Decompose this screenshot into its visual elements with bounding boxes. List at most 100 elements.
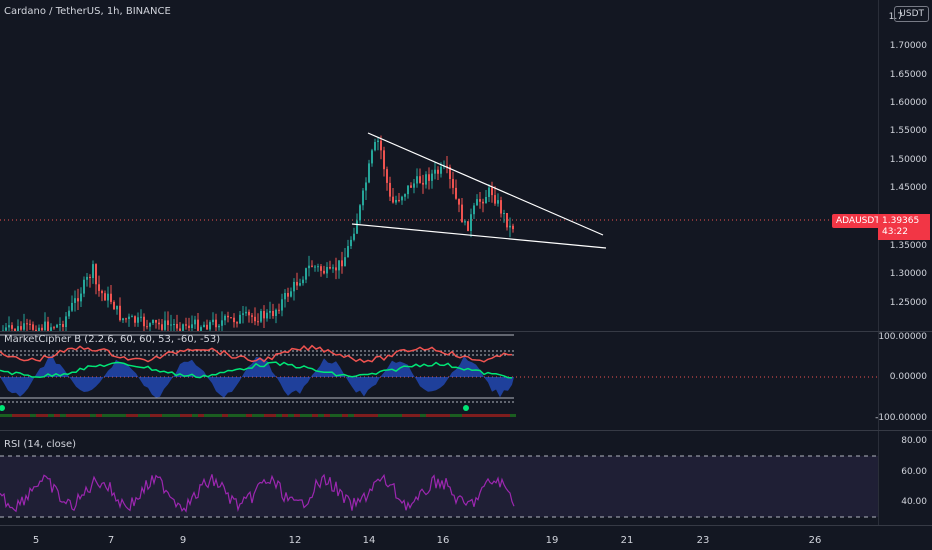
trend-bar-segment <box>84 414 90 417</box>
candle-body <box>341 260 343 267</box>
candle-body <box>38 327 40 331</box>
candle-body <box>149 323 151 327</box>
time-label: 23 <box>696 535 710 546</box>
candle-body <box>413 183 415 188</box>
candle-body <box>77 298 79 302</box>
trend-bar-segment <box>330 414 336 417</box>
trend-bar-segment <box>378 414 384 417</box>
candle-body <box>173 323 175 325</box>
market-cipher-indicator[interactable] <box>0 332 878 430</box>
candle-body <box>287 292 289 297</box>
price-tick: 1.70000 <box>889 41 927 51</box>
last-price-value: 1.39365 <box>882 216 920 226</box>
currency-button[interactable]: USDT <box>894 6 929 22</box>
rsi-band <box>0 456 878 517</box>
candle-body <box>209 322 211 330</box>
price-chart-pane[interactable]: Cardano / TetherUS, 1h, BINANCE <box>0 0 878 331</box>
price-tick: 1.50000 <box>889 155 927 165</box>
candle-body <box>152 319 154 324</box>
candle-body <box>236 322 238 324</box>
chart-title: Cardano / TetherUS, 1h, BINANCE <box>4 6 171 17</box>
candle-body <box>365 182 367 191</box>
time-label: 12 <box>288 535 302 546</box>
trend-bar-segment <box>66 414 72 417</box>
candle-body <box>5 327 7 331</box>
upper-trendline <box>367 132 604 236</box>
time-axis[interactable]: 5 7 9 12 14 16 19 21 23 26 <box>0 526 932 550</box>
time-label: 16 <box>436 535 450 546</box>
candle-body <box>494 195 496 204</box>
trend-bar-segment <box>234 414 240 417</box>
candle-body <box>368 163 370 183</box>
candle-body <box>26 323 28 325</box>
candle-body <box>500 200 502 214</box>
time-label: 21 <box>620 535 634 546</box>
time-label: 5 <box>32 535 40 546</box>
candle-body <box>491 187 493 196</box>
price-axis[interactable]: USDT 1.7 1.70000 1.65000 1.60000 1.55000… <box>878 0 932 331</box>
candle-body <box>125 318 127 320</box>
candle-body <box>83 279 85 294</box>
rsi-indicator[interactable] <box>0 431 878 525</box>
trend-bar-segment <box>228 414 234 417</box>
trend-bar-segment <box>240 414 246 417</box>
pane-separator[interactable] <box>0 430 932 431</box>
candle-body <box>221 320 223 326</box>
candle-body <box>95 264 97 285</box>
trend-bar-segment <box>174 414 180 417</box>
pane-separator[interactable] <box>0 331 932 332</box>
candle-body <box>425 174 427 185</box>
candle-body <box>68 310 70 317</box>
market-cipher-axis[interactable]: 100.00000 0.00000 -100.00000 <box>875 332 932 430</box>
trend-bar-segment <box>126 414 132 417</box>
candle-body <box>80 293 82 302</box>
trend-bar-segment <box>372 414 378 417</box>
candle-body <box>446 165 448 168</box>
trend-bar-segment <box>270 414 276 417</box>
candle-body <box>200 327 202 331</box>
rsi-title[interactable]: RSI (14, close) <box>4 439 77 450</box>
market-cipher-title[interactable]: MarketCipher B (2.2.6, 60, 60, 53, -60, … <box>4 334 221 345</box>
candle-body <box>290 291 292 297</box>
trend-bar-segment <box>156 414 162 417</box>
candle-body <box>278 309 280 311</box>
rsi-tick: 80.00 <box>901 436 927 446</box>
trend-bar-segment <box>312 414 318 417</box>
candlestick-chart[interactable] <box>0 0 878 331</box>
candle-body <box>485 196 487 204</box>
candle-body <box>284 292 286 300</box>
market-cipher-pane[interactable]: MarketCipher B (2.2.6, 60, 60, 53, -60, … <box>0 332 878 430</box>
candle-body <box>317 266 319 268</box>
candle-body <box>308 265 310 269</box>
rsi-pane[interactable]: RSI (14, close) <box>0 431 878 525</box>
candle-body <box>386 169 388 183</box>
candle-body <box>353 233 355 240</box>
candle-body <box>143 316 145 327</box>
rsi-axis[interactable]: 80.00 60.00 40.00 <box>878 431 932 525</box>
candle-body <box>17 326 19 331</box>
trend-bar-segment <box>354 414 360 417</box>
trend-bar-segment <box>90 414 96 417</box>
candle-body <box>380 140 382 151</box>
trend-bar-segment <box>456 414 462 417</box>
price-tick: 1.25000 <box>889 298 927 308</box>
rsi-line <box>0 473 515 513</box>
trend-bar-segment <box>288 414 294 417</box>
candle-body <box>23 323 25 330</box>
candle-body <box>332 267 334 269</box>
candle-body <box>47 321 49 331</box>
trend-bar-segment <box>132 414 138 417</box>
candle-body <box>86 276 88 280</box>
trend-bar-segment <box>120 414 126 417</box>
trend-bar-segment <box>12 414 18 417</box>
trend-bar-segment <box>72 414 78 417</box>
candle-body <box>164 320 166 330</box>
candle-body <box>41 327 43 331</box>
candle-body <box>347 246 349 258</box>
candle-body <box>14 328 16 331</box>
candle-body <box>326 267 328 274</box>
trend-bar-segment <box>36 414 42 417</box>
candle-body <box>311 265 313 267</box>
candle-body <box>203 324 205 328</box>
price-tick: 1.60000 <box>889 98 927 108</box>
